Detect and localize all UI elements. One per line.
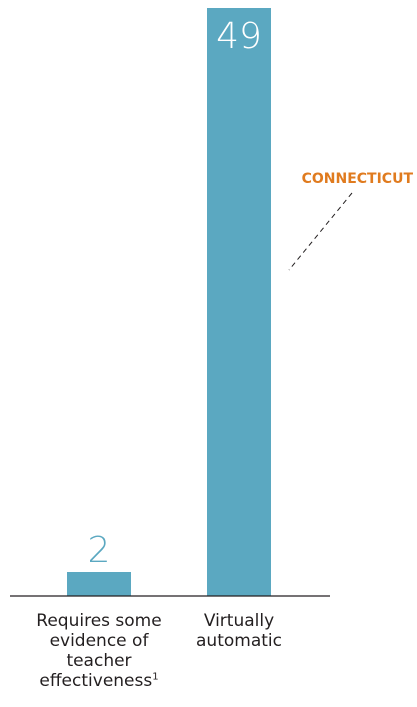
bar-0: [67, 572, 131, 596]
category-label-virtually-automatic: Virtually automatic: [164, 611, 314, 651]
data-label-0: 2: [88, 530, 111, 571]
data-labels-layer: 2 49: [88, 16, 262, 571]
category-label-requires-evidence: Requires some evidence of teacher effect…: [24, 611, 174, 691]
footnote-marker: 1: [152, 671, 159, 683]
annotation-connecticut: CONNECTICUT: [302, 171, 414, 187]
data-label-1: 49: [216, 16, 262, 57]
bar-1: [207, 8, 271, 596]
annotation-leader-line: [288, 192, 353, 271]
category-label-text: Requires some evidence of teacher effect…: [36, 611, 162, 691]
bars-layer: [67, 8, 271, 596]
category-label-text: Virtually automatic: [196, 611, 282, 651]
